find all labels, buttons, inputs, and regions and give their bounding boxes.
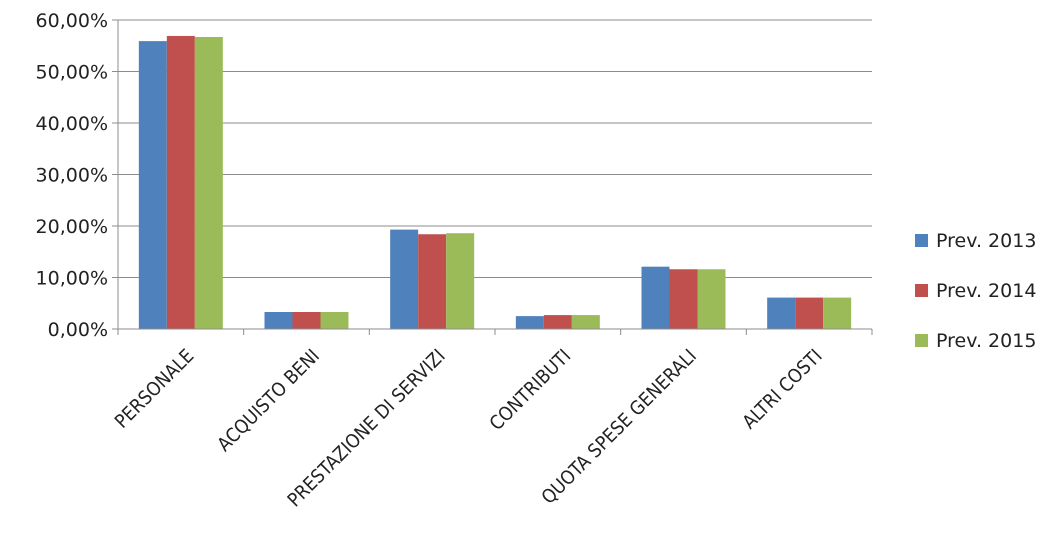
y-tick-label: 60,00%	[36, 10, 108, 32]
y-tick-label: 40,00%	[36, 113, 108, 135]
bar-2-1	[166, 35, 195, 330]
bar-1-3	[390, 229, 419, 329]
bar-3-5	[697, 269, 726, 329]
bar-2-5	[669, 269, 698, 329]
x-category-label: CONTRIBUTI	[485, 345, 575, 435]
bar-3-6	[823, 297, 852, 329]
y-tick-label: 10,00%	[36, 268, 108, 290]
legend-swatch	[915, 334, 928, 347]
bar-1-6	[767, 297, 796, 329]
bar-3-3	[446, 233, 475, 329]
legend: Prev. 2013 Prev. 2014 Prev. 2015	[915, 230, 1036, 352]
legend-swatch	[915, 234, 928, 247]
bar-1-1	[138, 41, 167, 330]
legend-label: Prev. 2015	[936, 330, 1036, 352]
bar-2-2	[292, 312, 321, 329]
legend-swatch	[915, 284, 928, 297]
gridlines	[118, 19, 872, 278]
bar-1-2	[264, 312, 293, 329]
y-tick-label: 20,00%	[36, 216, 108, 238]
x-category-label: ALTRI COSTI	[738, 345, 826, 433]
bar-3-1	[194, 36, 223, 330]
bar-1-5	[641, 266, 670, 329]
y-tick-label: 50,00%	[36, 62, 108, 84]
axes	[112, 19, 873, 335]
x-category-label: PERSONALE	[111, 345, 199, 433]
y-axis-tick-labels: 0,00% 10,00% 20,00% 30,00% 40,00% 50,00% 60,00…	[36, 10, 108, 341]
bar-3-2	[320, 312, 349, 329]
bar-1-4	[515, 316, 544, 329]
legend-label: Prev. 2013	[936, 230, 1036, 252]
y-tick-label: 0,00%	[48, 319, 108, 341]
bar-2-3	[418, 234, 447, 329]
bars	[138, 35, 852, 330]
y-tick-label: 30,00%	[36, 165, 108, 187]
legend-label: Prev. 2014	[936, 280, 1036, 302]
bar-2-4	[543, 315, 572, 329]
x-category-label: ACQUISTO BENI	[213, 345, 324, 456]
bar-3-4	[571, 315, 600, 329]
bar-2-6	[795, 297, 824, 329]
